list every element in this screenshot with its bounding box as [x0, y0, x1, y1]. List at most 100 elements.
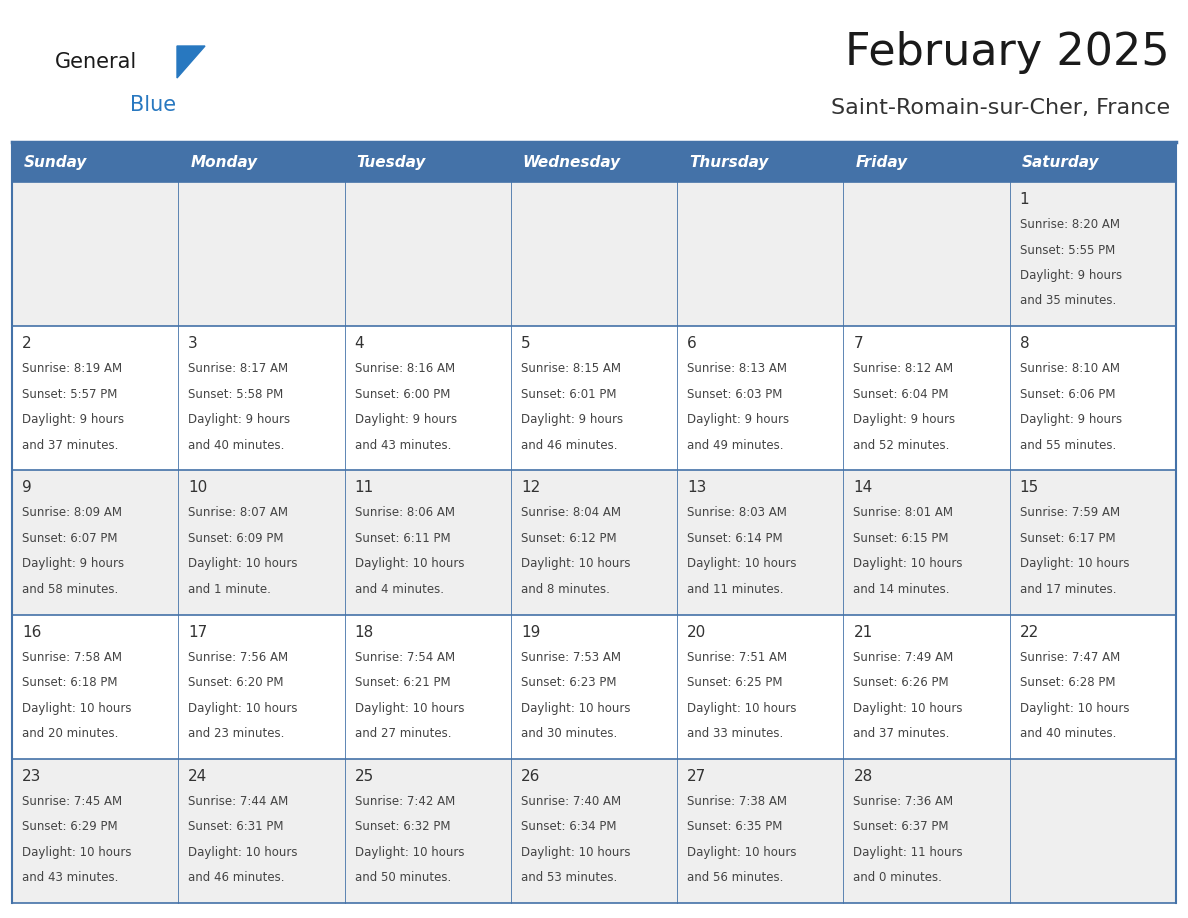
Text: Daylight: 10 hours: Daylight: 10 hours	[520, 701, 631, 714]
Text: Sunrise: 7:53 AM: Sunrise: 7:53 AM	[520, 651, 621, 664]
Bar	[12, 614, 1176, 759]
Text: Daylight: 9 hours: Daylight: 9 hours	[23, 413, 124, 426]
Text: Daylight: 9 hours: Daylight: 9 hours	[520, 413, 623, 426]
Text: Sunrise: 8:06 AM: Sunrise: 8:06 AM	[354, 507, 455, 520]
Text: and 43 minutes.: and 43 minutes.	[23, 871, 119, 884]
Bar	[12, 182, 1176, 326]
Text: Daylight: 9 hours: Daylight: 9 hours	[1019, 413, 1121, 426]
Text: Sunrise: 8:07 AM: Sunrise: 8:07 AM	[188, 507, 289, 520]
Bar	[1010, 142, 1176, 182]
Text: 15: 15	[1019, 480, 1040, 496]
Text: and 43 minutes.: and 43 minutes.	[354, 439, 451, 452]
Text: and 40 minutes.: and 40 minutes.	[1019, 727, 1116, 740]
Text: Thursday: Thursday	[689, 154, 769, 170]
Text: Sunset: 6:06 PM: Sunset: 6:06 PM	[1019, 387, 1116, 400]
Text: Daylight: 10 hours: Daylight: 10 hours	[687, 701, 797, 714]
Text: and 56 minutes.: and 56 minutes.	[687, 871, 784, 884]
Bar	[12, 326, 1176, 470]
Text: Sunset: 6:23 PM: Sunset: 6:23 PM	[520, 676, 617, 689]
Text: Sunrise: 8:17 AM: Sunrise: 8:17 AM	[188, 363, 289, 375]
Text: 26: 26	[520, 768, 541, 784]
Text: 22: 22	[1019, 624, 1040, 640]
Text: and 1 minute.: and 1 minute.	[188, 583, 271, 596]
Text: Sunrise: 7:56 AM: Sunrise: 7:56 AM	[188, 651, 289, 664]
Text: Sunset: 6:34 PM: Sunset: 6:34 PM	[520, 821, 617, 834]
Text: Sunset: 5:57 PM: Sunset: 5:57 PM	[23, 387, 118, 400]
Text: and 27 minutes.: and 27 minutes.	[354, 727, 451, 740]
Text: Sunrise: 8:04 AM: Sunrise: 8:04 AM	[520, 507, 621, 520]
Polygon shape	[177, 46, 206, 78]
Text: 13: 13	[687, 480, 707, 496]
Text: 1: 1	[1019, 192, 1029, 207]
Text: Daylight: 10 hours: Daylight: 10 hours	[853, 557, 963, 570]
Text: Sunset: 6:00 PM: Sunset: 6:00 PM	[354, 387, 450, 400]
Text: and 49 minutes.: and 49 minutes.	[687, 439, 784, 452]
Text: Saturday: Saturday	[1022, 154, 1099, 170]
Text: 8: 8	[1019, 336, 1029, 352]
Text: Sunset: 6:03 PM: Sunset: 6:03 PM	[687, 387, 783, 400]
Text: Sunset: 6:01 PM: Sunset: 6:01 PM	[520, 387, 617, 400]
Text: Blue: Blue	[129, 95, 176, 115]
Text: 3: 3	[188, 336, 198, 352]
Text: and 30 minutes.: and 30 minutes.	[520, 727, 617, 740]
Text: Sunrise: 8:16 AM: Sunrise: 8:16 AM	[354, 363, 455, 375]
Bar	[345, 142, 511, 182]
Text: Sunrise: 8:10 AM: Sunrise: 8:10 AM	[1019, 363, 1120, 375]
Text: and 11 minutes.: and 11 minutes.	[687, 583, 784, 596]
Bar	[511, 142, 677, 182]
Text: Sunset: 6:18 PM: Sunset: 6:18 PM	[23, 676, 118, 689]
Text: Sunrise: 7:59 AM: Sunrise: 7:59 AM	[1019, 507, 1120, 520]
Text: Friday: Friday	[855, 154, 908, 170]
Text: Sunrise: 8:12 AM: Sunrise: 8:12 AM	[853, 363, 954, 375]
Bar	[12, 142, 178, 182]
Text: Sunset: 6:25 PM: Sunset: 6:25 PM	[687, 676, 783, 689]
Text: 24: 24	[188, 768, 208, 784]
Bar	[677, 142, 843, 182]
Text: Sunrise: 7:47 AM: Sunrise: 7:47 AM	[1019, 651, 1120, 664]
Text: Sunrise: 8:13 AM: Sunrise: 8:13 AM	[687, 363, 788, 375]
Text: Sunset: 6:11 PM: Sunset: 6:11 PM	[354, 532, 450, 545]
Text: Sunset: 6:37 PM: Sunset: 6:37 PM	[853, 821, 949, 834]
Text: Monday: Monday	[190, 154, 258, 170]
Text: Sunset: 5:55 PM: Sunset: 5:55 PM	[1019, 243, 1116, 256]
Text: and 55 minutes.: and 55 minutes.	[1019, 439, 1116, 452]
Text: and 37 minutes.: and 37 minutes.	[853, 727, 949, 740]
Text: Daylight: 9 hours: Daylight: 9 hours	[23, 557, 124, 570]
Text: Daylight: 9 hours: Daylight: 9 hours	[687, 413, 789, 426]
Text: Sunrise: 8:19 AM: Sunrise: 8:19 AM	[23, 363, 122, 375]
Text: Sunrise: 7:58 AM: Sunrise: 7:58 AM	[23, 651, 122, 664]
Bar	[178, 142, 345, 182]
Text: 6: 6	[687, 336, 697, 352]
Text: Sunrise: 7:49 AM: Sunrise: 7:49 AM	[853, 651, 954, 664]
Text: Daylight: 10 hours: Daylight: 10 hours	[853, 701, 963, 714]
Text: 10: 10	[188, 480, 208, 496]
Bar	[12, 759, 1176, 903]
Bar	[12, 470, 1176, 614]
Bar	[843, 142, 1010, 182]
Text: Sunrise: 7:51 AM: Sunrise: 7:51 AM	[687, 651, 788, 664]
Text: Sunset: 6:35 PM: Sunset: 6:35 PM	[687, 821, 783, 834]
Text: Daylight: 10 hours: Daylight: 10 hours	[23, 701, 132, 714]
Text: Sunrise: 7:36 AM: Sunrise: 7:36 AM	[853, 795, 954, 808]
Text: and 0 minutes.: and 0 minutes.	[853, 871, 942, 884]
Text: Sunrise: 7:44 AM: Sunrise: 7:44 AM	[188, 795, 289, 808]
Text: 7: 7	[853, 336, 862, 352]
Text: Daylight: 10 hours: Daylight: 10 hours	[1019, 557, 1130, 570]
Text: Saint-Romain-sur-Cher, France: Saint-Romain-sur-Cher, France	[830, 98, 1170, 118]
Text: Daylight: 10 hours: Daylight: 10 hours	[687, 845, 797, 859]
Text: Sunday: Sunday	[24, 154, 88, 170]
Text: and 37 minutes.: and 37 minutes.	[23, 439, 119, 452]
Text: Sunrise: 8:01 AM: Sunrise: 8:01 AM	[853, 507, 954, 520]
Text: Daylight: 9 hours: Daylight: 9 hours	[1019, 269, 1121, 282]
Text: 27: 27	[687, 768, 707, 784]
Text: Daylight: 10 hours: Daylight: 10 hours	[188, 701, 298, 714]
Text: Sunset: 6:14 PM: Sunset: 6:14 PM	[687, 532, 783, 545]
Text: 18: 18	[354, 624, 374, 640]
Text: Tuesday: Tuesday	[356, 154, 426, 170]
Text: 19: 19	[520, 624, 541, 640]
Text: and 52 minutes.: and 52 minutes.	[853, 439, 949, 452]
Text: 16: 16	[23, 624, 42, 640]
Text: 25: 25	[354, 768, 374, 784]
Text: Sunset: 6:21 PM: Sunset: 6:21 PM	[354, 676, 450, 689]
Text: Daylight: 9 hours: Daylight: 9 hours	[354, 413, 456, 426]
